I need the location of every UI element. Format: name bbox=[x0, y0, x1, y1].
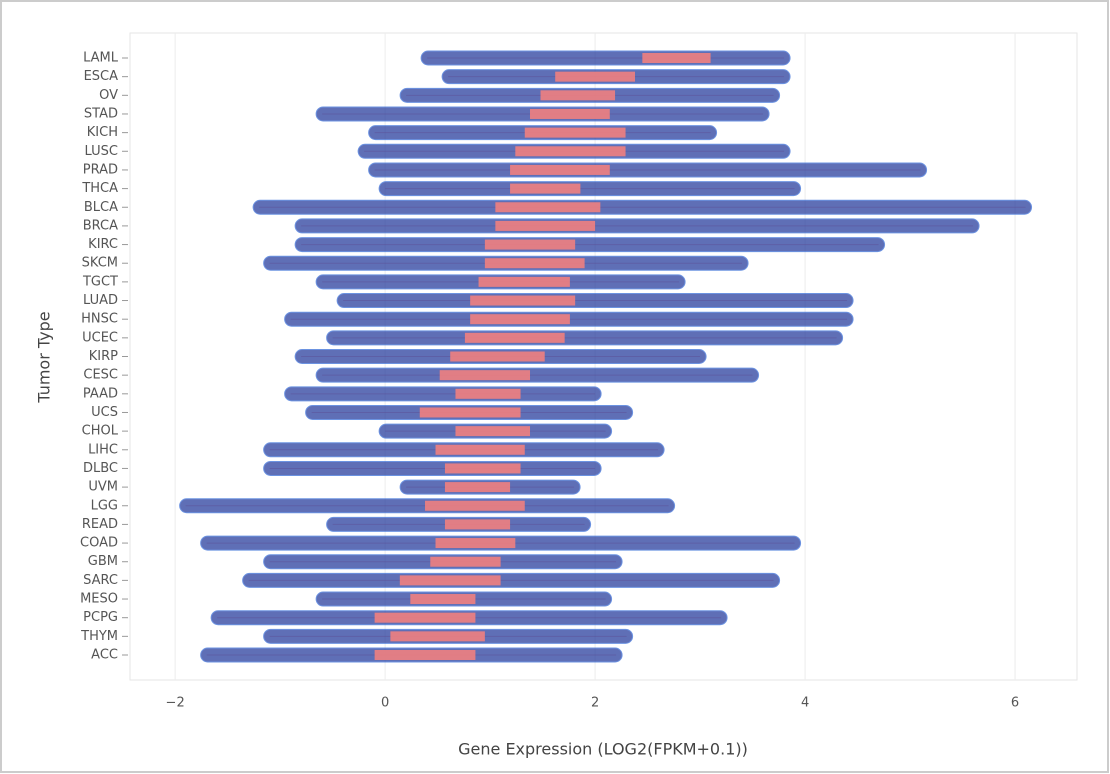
y-tick-label: SKCM bbox=[82, 256, 118, 271]
point-range bbox=[315, 367, 760, 383]
y-tick-label: LAML bbox=[83, 51, 119, 66]
box bbox=[419, 407, 521, 418]
point-range bbox=[378, 181, 802, 197]
y-tick-label: LUAD bbox=[83, 293, 118, 308]
point-range bbox=[336, 293, 854, 309]
y-tick-label: PCPG bbox=[83, 610, 118, 625]
y-tick-label: TGCT bbox=[82, 274, 118, 289]
box bbox=[455, 388, 521, 399]
y-tick-label: CESC bbox=[83, 368, 118, 383]
box bbox=[484, 239, 576, 250]
box bbox=[510, 183, 581, 194]
y-tick-label: THCA bbox=[81, 181, 118, 196]
y-tick-label: READ bbox=[82, 517, 118, 532]
point-range bbox=[326, 330, 844, 346]
y-tick-label: THYM bbox=[80, 629, 118, 644]
box bbox=[464, 332, 565, 343]
box bbox=[455, 426, 531, 437]
box bbox=[642, 53, 711, 63]
y-tick-label: OV bbox=[99, 88, 118, 103]
box bbox=[510, 164, 610, 175]
y-tick-label: BRCA bbox=[83, 218, 118, 233]
box bbox=[524, 127, 626, 138]
point-range bbox=[284, 386, 602, 402]
box bbox=[439, 370, 531, 381]
box bbox=[374, 650, 476, 660]
point-range bbox=[294, 218, 980, 234]
y-tick-label: SARC bbox=[83, 573, 118, 588]
plot-area bbox=[129, 32, 1078, 681]
y-tick-label: BLCA bbox=[84, 200, 118, 215]
box bbox=[435, 444, 525, 455]
point-range bbox=[242, 572, 781, 588]
x-tick-label: −2 bbox=[166, 696, 185, 711]
box bbox=[435, 538, 516, 549]
box bbox=[515, 146, 626, 157]
y-tick-label: STAD bbox=[84, 106, 118, 121]
box bbox=[444, 463, 521, 474]
y-tick-label: KIRC bbox=[88, 237, 118, 252]
x-tick-label: 2 bbox=[591, 696, 599, 711]
x-axis-title: Gene Expression (LOG2(FPKM+0.1)) bbox=[458, 740, 748, 759]
point-range bbox=[252, 199, 1033, 215]
box bbox=[495, 220, 596, 231]
y-tick-label: DLBC bbox=[83, 461, 118, 476]
box bbox=[555, 71, 635, 82]
box bbox=[410, 594, 476, 605]
box bbox=[478, 276, 570, 287]
box bbox=[470, 314, 570, 325]
x-tick-label: 0 bbox=[381, 696, 389, 711]
y-tick-label: KICH bbox=[87, 125, 118, 140]
box bbox=[444, 519, 511, 530]
box bbox=[540, 90, 616, 101]
y-tick-label: MESO bbox=[80, 592, 118, 607]
y-tick-label: KIRP bbox=[89, 349, 118, 364]
y-tick-label: ACC bbox=[91, 648, 118, 663]
box bbox=[450, 351, 545, 362]
box bbox=[399, 575, 501, 586]
box bbox=[495, 202, 601, 213]
point-range bbox=[294, 237, 886, 253]
y-tick-label: ESCA bbox=[84, 69, 119, 84]
box bbox=[430, 556, 501, 567]
box bbox=[390, 631, 485, 642]
box bbox=[484, 258, 585, 269]
box bbox=[425, 500, 525, 511]
box bbox=[530, 108, 610, 119]
y-tick-label: GBM bbox=[88, 554, 118, 569]
y-tick-label: LIHC bbox=[88, 442, 118, 457]
y-tick-label: LGG bbox=[91, 498, 118, 513]
x-tick-label: 6 bbox=[1011, 696, 1019, 711]
y-axis-title: Tumor Type bbox=[35, 311, 54, 403]
y-tick-label: COAD bbox=[80, 536, 118, 551]
y-tick-label: UVM bbox=[88, 480, 118, 495]
point-range bbox=[263, 460, 602, 476]
box bbox=[470, 295, 576, 306]
box bbox=[374, 612, 476, 623]
y-tick-label: CHOL bbox=[82, 424, 119, 439]
point-range bbox=[420, 50, 791, 66]
point-range bbox=[368, 162, 928, 178]
y-tick-label: PRAD bbox=[83, 162, 118, 177]
y-tick-label: UCEC bbox=[82, 330, 118, 345]
y-tick-label: PAAD bbox=[83, 386, 118, 401]
y-tick-label: LUSC bbox=[85, 144, 118, 159]
y-tick-label: HNSC bbox=[81, 312, 118, 327]
box bbox=[444, 482, 511, 493]
x-tick-label: 4 bbox=[801, 696, 809, 711]
y-tick-label: UCS bbox=[91, 405, 118, 420]
